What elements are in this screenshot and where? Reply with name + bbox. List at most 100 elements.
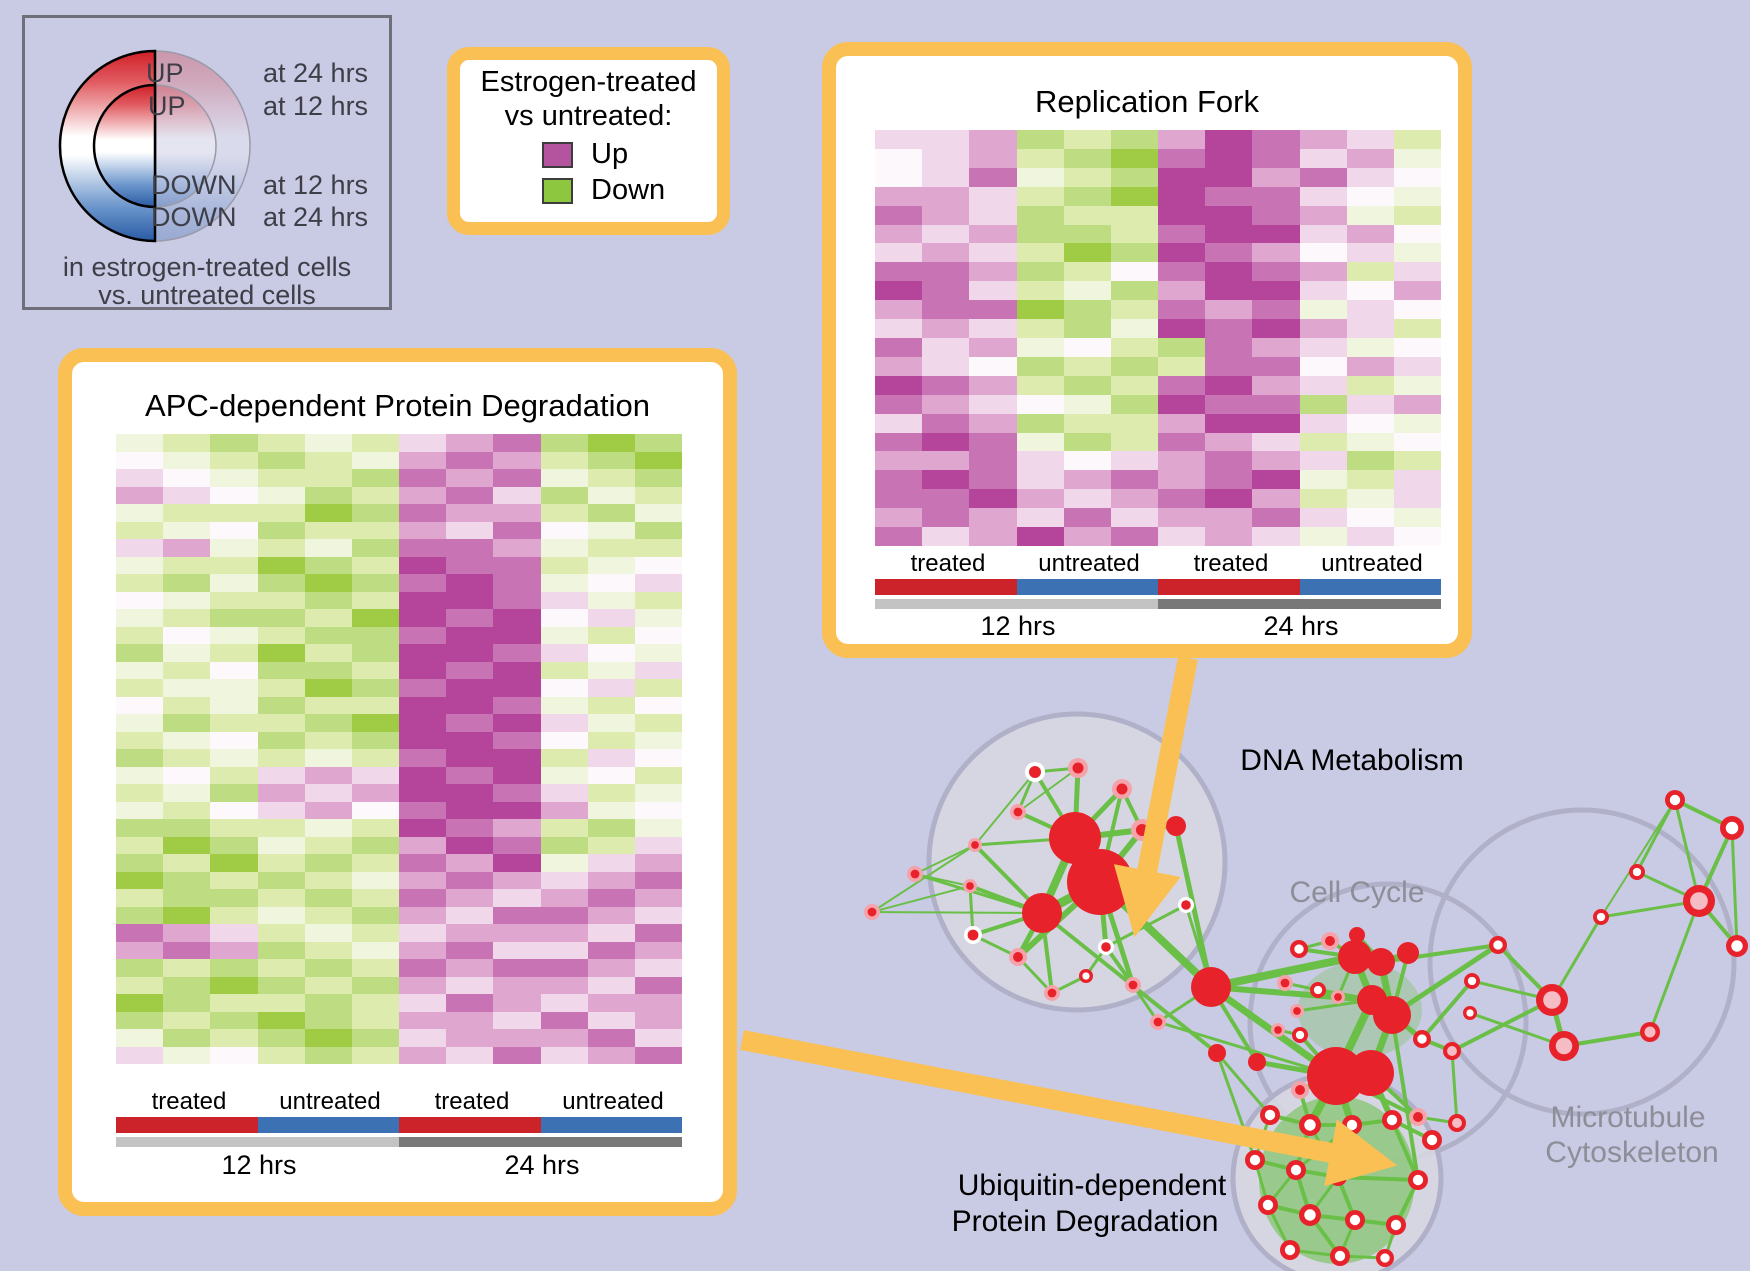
heatmap-row [116,889,683,907]
heatmap-row [875,375,1442,395]
heatmap-row [116,976,683,994]
apc-panel-title: APC-dependent Protein Degradation [145,388,650,423]
heatmap-row [116,574,683,592]
apc-group-label-3: treated [434,1088,510,1115]
heatmap-row [116,556,683,574]
color-key-down-item: Down [542,174,665,207]
ubiquitin-label-line2: Protein Degradation [951,1205,1219,1238]
network-node [1181,900,1191,910]
heatmap-row [875,489,1442,509]
heatmap-row [116,924,683,942]
network-node [1333,1172,1343,1182]
apc-group-label-4: untreated [562,1088,664,1115]
legend-up12-label: UP [148,91,186,121]
heatmap-row [875,148,1442,168]
heatmap-row [116,486,683,504]
network-node [966,882,974,890]
rf-group-label-3: treated [1193,550,1269,577]
timepoint-legend: UP at 24 hrs UP at 12 hrs DOWN at 12 hrs… [22,15,392,310]
heatmap-row [875,186,1442,206]
network-edge [1215,1052,1272,1116]
network-node [1367,948,1395,976]
network-node [1644,1026,1656,1038]
network-edge [1210,984,1373,1003]
network-node [1373,996,1411,1034]
edge-density-blob [1298,962,1422,1058]
apc-time-label-12: 12 hrs [221,1150,297,1180]
network-node [1047,988,1057,998]
network-node [1325,936,1335,946]
heatmap-row [116,451,683,469]
network-node [1249,1154,1261,1166]
apc-panel: APC-dependent Protein Degradation treate… [58,348,737,1216]
heatmap-row [116,766,683,784]
heatmap-row [116,1029,683,1047]
network-node [1386,1114,1398,1126]
network-edge [871,885,971,913]
network-edge [914,844,976,875]
heatmap-row [116,609,683,627]
network-node [1153,1017,1163,1027]
dna-metabolism-label: DNA Metabolism [1240,744,1464,777]
heatmap-row [116,714,683,732]
down-label: Down [591,174,666,206]
heatmap-row [875,337,1442,357]
rf-group-label-4: untreated [1321,550,1423,577]
rf-time-label-12: 12 hrs [980,611,1056,641]
heatmap-row [116,749,683,767]
network-node [1349,927,1365,943]
network-node [1426,1134,1438,1146]
heatmap-row [875,224,1442,244]
network-node [1264,1109,1276,1121]
legend-down12-time: at 12 hrs [263,170,369,200]
heatmap-row [116,434,683,452]
network-node [1082,972,1090,980]
network-node [1338,940,1372,974]
network-edge [974,771,1036,846]
legend-down12-label: DOWN [151,170,237,200]
network-node [1452,1118,1462,1128]
network-edge [1017,767,1079,813]
network-node [1049,812,1101,864]
network-edge [1420,979,1474,1041]
legend-caption-line2: vs. untreated cells [98,280,316,310]
network-node [1690,892,1708,910]
network-node [1346,1119,1358,1131]
network-node [1293,1007,1301,1015]
apc-time-bars [116,1137,682,1147]
network-node [1284,1244,1296,1256]
network-edge [1390,1014,1420,1181]
apc-group-label-2: untreated [279,1088,381,1115]
down-color-swatch [542,177,573,204]
microtubule-label-line2: Cytoskeleton [1545,1136,1719,1169]
network-node [1208,1044,1226,1062]
heatmap-row [875,356,1442,376]
network-node [1397,942,1419,964]
network-node [1022,893,1062,933]
heatmap-row [116,696,683,714]
network-edge [1550,916,1603,1001]
figure-bottom-margin [0,1271,1750,1279]
network-node [1262,1199,1274,1211]
heatmap-row [875,451,1442,471]
heatmap-row [116,591,683,609]
network-node [971,841,979,849]
network-node [1313,985,1323,995]
heatmap-row [116,994,683,1012]
heatmap-row [875,300,1442,320]
network-node [867,907,877,917]
color-key-up-item: Up [542,138,628,171]
rf-condition-bars [875,579,1441,595]
replication-fork-panel: Replication Fork treated untreated treat… [822,42,1472,658]
flow-arrow [1113,656,1198,938]
heatmap-row [875,205,1442,225]
network-node [1632,867,1642,877]
legend-up24-time: at 24 hrs [263,58,369,88]
heatmap-row [116,854,683,872]
heatmap-row [116,679,683,697]
heatmap-row [116,661,683,679]
cell-cycle-label: Cell Cycle [1289,876,1425,909]
legend-up12-time: at 12 hrs [263,91,369,121]
